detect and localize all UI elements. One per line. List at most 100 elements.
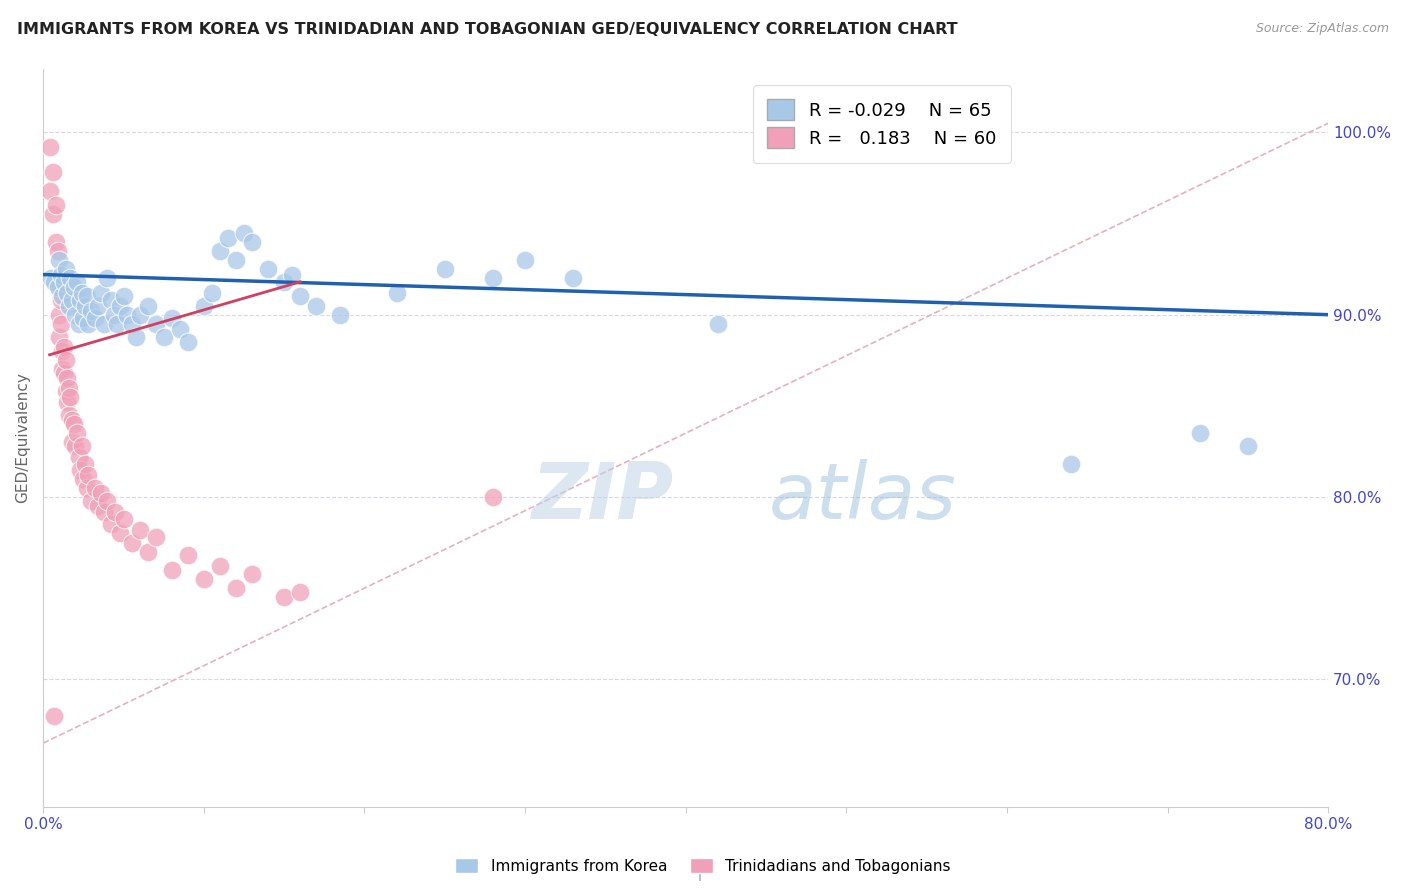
Point (136, 545, 159, 559)
Point (67, 317, 90, 331)
Point (76, 289, 98, 303)
Point (305, 299, 328, 313)
Point (329, 308, 352, 322)
Point (233, 226, 256, 240)
Point (273, 275, 295, 289)
Point (58, 408, 80, 422)
Point (56, 371, 79, 385)
Point (55, 384, 77, 399)
Point (513, 252, 536, 267)
Point (193, 299, 215, 313)
Text: ZIP: ZIP (531, 458, 673, 535)
Point (60, 413, 83, 427)
Point (128, 308, 150, 322)
Point (80, 493, 103, 508)
Point (73, 299, 96, 313)
Point (562, 271, 585, 285)
Point (93, 505, 115, 519)
Point (58, 381, 80, 395)
Point (290, 289, 312, 303)
Point (177, 549, 200, 563)
Point (217, 231, 239, 245)
Point (1188, 426, 1211, 441)
Point (73, 457, 96, 471)
Point (76, 481, 98, 495)
Point (69, 293, 91, 307)
Point (72, 472, 94, 486)
Point (240, 235, 263, 249)
Point (51, 362, 73, 376)
Point (49, 268, 72, 282)
Point (55, 262, 77, 277)
Text: atlas: atlas (769, 458, 957, 535)
Point (72, 311, 94, 326)
Point (125, 329, 148, 343)
Point (201, 285, 224, 300)
Text: |: | (697, 863, 703, 881)
Point (42, 165, 65, 179)
Point (60, 293, 83, 307)
Point (160, 311, 183, 326)
Point (53, 275, 76, 289)
Point (290, 584, 312, 599)
Point (225, 252, 247, 267)
Point (87, 499, 110, 513)
Point (1060, 457, 1083, 471)
Text: Source: ZipAtlas.com: Source: ZipAtlas.com (1256, 22, 1389, 36)
Point (45, 235, 67, 249)
Point (145, 317, 167, 331)
Point (56, 285, 79, 300)
Y-axis label: GED/Equivalency: GED/Equivalency (15, 372, 30, 503)
Point (110, 299, 132, 313)
Point (240, 566, 263, 581)
Point (273, 591, 295, 605)
Point (104, 505, 127, 519)
Point (80, 304, 103, 318)
Point (49, 293, 72, 307)
Point (90, 486, 112, 500)
Point (48, 280, 70, 294)
Point (103, 308, 125, 322)
Point (39, 271, 62, 285)
Point (60, 435, 83, 450)
Point (96, 271, 118, 285)
Point (58, 299, 80, 313)
Point (77, 317, 100, 331)
Point (257, 262, 280, 277)
Point (112, 512, 135, 526)
Point (87, 299, 110, 313)
Point (121, 317, 143, 331)
Point (56, 395, 79, 409)
Point (65, 308, 87, 322)
Point (112, 289, 135, 303)
Point (169, 322, 191, 336)
Point (51, 344, 73, 359)
Point (53, 341, 76, 355)
Point (42, 207, 65, 221)
Point (225, 581, 247, 595)
Point (177, 334, 200, 349)
Point (100, 293, 122, 307)
Point (83, 481, 105, 495)
Point (44, 275, 66, 289)
Point (110, 526, 132, 541)
Point (62, 280, 84, 294)
Point (53, 366, 76, 380)
Point (96, 493, 118, 508)
Point (48, 329, 70, 343)
Point (65, 439, 87, 453)
Point (482, 271, 505, 285)
Point (83, 311, 105, 326)
Point (208, 559, 231, 574)
Point (49, 317, 72, 331)
Point (145, 530, 167, 544)
Point (77, 468, 100, 483)
Point (59, 390, 82, 404)
Point (70, 439, 93, 453)
Point (69, 463, 91, 477)
Point (59, 271, 82, 285)
Point (51, 289, 73, 303)
Point (55, 353, 77, 368)
Point (90, 285, 112, 300)
Point (48, 252, 70, 267)
